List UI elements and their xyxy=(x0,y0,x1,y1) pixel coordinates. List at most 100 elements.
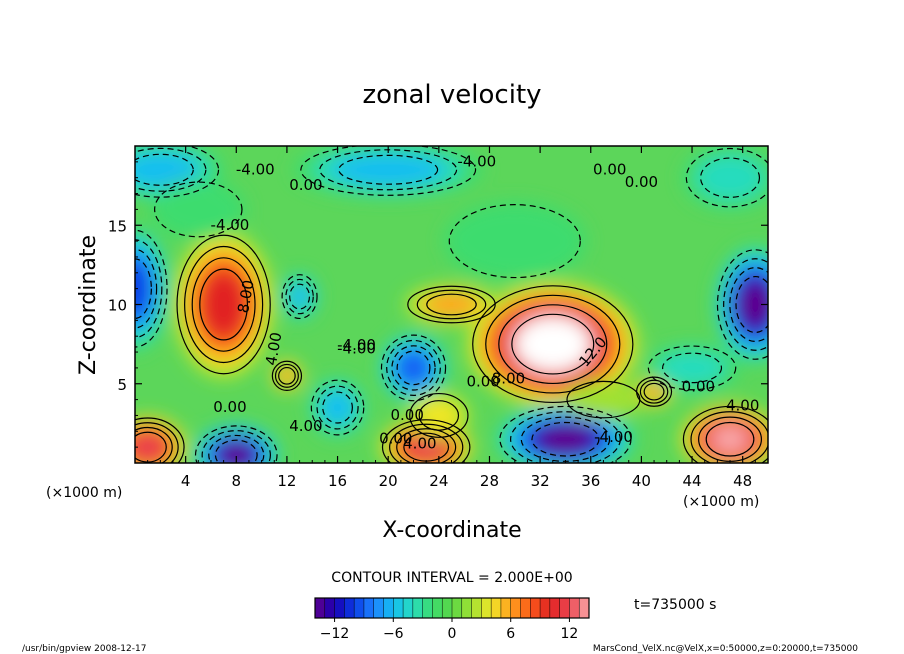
field-blob xyxy=(710,425,750,453)
contour-line xyxy=(316,385,359,430)
contour-label: -4.00 xyxy=(457,152,496,170)
colorbar-segment xyxy=(344,598,355,618)
contour-line xyxy=(699,157,761,198)
field-blob xyxy=(642,382,666,402)
contour-line xyxy=(135,248,158,329)
colorbar-tick-label: −6 xyxy=(383,626,404,642)
contour-line xyxy=(135,417,185,463)
field-blob xyxy=(135,434,165,461)
colorbar-segment xyxy=(530,598,541,618)
contour-line xyxy=(176,234,271,375)
contour-line xyxy=(271,360,303,392)
contour-line xyxy=(685,147,768,208)
field-blob xyxy=(397,351,430,385)
colorbar-segment xyxy=(315,598,326,618)
contour-line xyxy=(472,285,634,404)
field-blob xyxy=(135,152,198,188)
colorbar-tick-label: −12 xyxy=(320,626,350,642)
colorbar-tick-label: 6 xyxy=(506,626,515,642)
x-axis: 4 8 12 16 20 24 28 32 36 40 44 48 xyxy=(147,146,769,490)
y-axis: 5 10 15 xyxy=(108,161,768,448)
field-blob xyxy=(277,366,297,386)
contour-label: 0.00 xyxy=(289,176,322,194)
contour-line xyxy=(511,313,595,375)
contour-line xyxy=(662,352,723,384)
colorbar-segment xyxy=(549,598,561,618)
contour-line xyxy=(199,268,249,341)
contour-line xyxy=(135,229,168,348)
contour-line xyxy=(322,391,353,424)
contour-line xyxy=(135,153,194,186)
field-blob xyxy=(332,153,445,187)
contour-line xyxy=(499,405,632,463)
contour-label: 0.00 xyxy=(625,173,658,191)
contour-line xyxy=(639,379,669,404)
contour-label: -4.00 xyxy=(337,336,376,354)
y-tick-label: 15 xyxy=(108,217,127,235)
contour-line xyxy=(705,421,755,457)
contour-label: 0.00 xyxy=(390,406,423,424)
contour-line xyxy=(381,419,471,463)
colorbar-segment xyxy=(412,598,424,618)
contour-line xyxy=(485,294,621,394)
contour-line xyxy=(285,278,314,315)
contour-line xyxy=(566,380,641,419)
contour-line xyxy=(418,400,460,431)
x-tick-label: 40 xyxy=(632,472,651,490)
contour-label: -4.00 xyxy=(337,339,376,357)
contour-line xyxy=(278,366,296,385)
field-blob xyxy=(739,281,768,328)
contour-line xyxy=(386,339,441,396)
contour-label: 4.00 xyxy=(403,434,436,452)
field-blob xyxy=(538,425,593,453)
field-blob xyxy=(443,201,587,281)
colorbar-segment xyxy=(334,598,345,618)
contour-line xyxy=(135,258,152,320)
contour-line xyxy=(154,181,243,238)
contour-line xyxy=(208,434,265,463)
footer-left: /usr/bin/gpview 2008-12-17 xyxy=(22,644,146,654)
colorbar-segment xyxy=(540,598,551,618)
field-blob xyxy=(406,434,446,460)
contour-label: 0.00 xyxy=(379,430,412,448)
colorbar-segment xyxy=(569,598,580,618)
x-unit-right: (×1000 m) xyxy=(683,494,759,510)
contour-label: 0.00 xyxy=(466,373,499,391)
x-tick-label: 4 xyxy=(181,472,191,490)
contour-line xyxy=(416,289,487,320)
contour-line xyxy=(201,430,271,463)
x-tick-label: 8 xyxy=(232,472,242,490)
contour-line xyxy=(407,285,496,324)
contour-line xyxy=(647,345,737,391)
field-blob xyxy=(219,442,254,463)
colorbar-segment xyxy=(354,598,365,618)
contour-line xyxy=(426,293,477,316)
y-tick-label: 5 xyxy=(117,376,127,394)
x-axis-label: X-coordinate xyxy=(382,518,521,543)
field-blob xyxy=(135,259,151,318)
contour-label: 4.00 xyxy=(726,396,759,414)
y-tick-label: 10 xyxy=(108,297,127,315)
contour-line xyxy=(274,363,299,388)
contour-line xyxy=(448,204,581,279)
colorbar-segment xyxy=(500,598,512,618)
contour-line xyxy=(135,146,220,198)
colorbar-segment xyxy=(324,598,335,618)
colorbar-segment xyxy=(510,598,521,618)
contour-line xyxy=(135,426,173,463)
contour-line xyxy=(690,411,768,463)
y-axis-label: Z-coordinate xyxy=(76,235,101,375)
colorbar-segment xyxy=(520,598,531,618)
colorbar-segment xyxy=(403,598,414,618)
x-tick-label: 20 xyxy=(379,472,398,490)
contour-label: -4.00 xyxy=(211,216,250,234)
contour-label: 0.00 xyxy=(213,398,246,416)
colorbar xyxy=(314,597,590,619)
contour-line xyxy=(135,422,179,463)
colorbar-ticks: −12 −6 0 6 12 xyxy=(320,618,578,642)
contour-line xyxy=(191,257,256,352)
contour-line xyxy=(643,382,665,401)
contour-line xyxy=(380,334,447,402)
contour-line xyxy=(184,245,264,364)
contour-line xyxy=(300,146,477,196)
